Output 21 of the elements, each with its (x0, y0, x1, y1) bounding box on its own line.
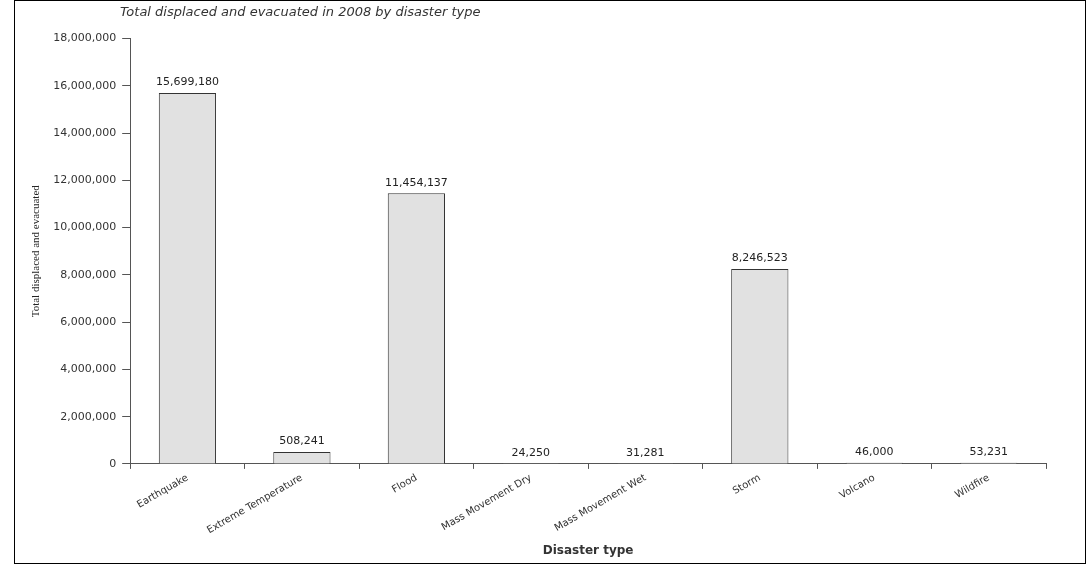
data-label: 31,281 (626, 445, 665, 459)
y-tick-label: 0 (109, 456, 117, 470)
y-tick-label: 18,000,000 (53, 31, 117, 45)
y-tick-label: 6,000,000 (60, 314, 117, 328)
y-tick-label: 12,000,000 (53, 173, 117, 187)
data-label: 11,454,137 (384, 175, 448, 189)
data-label: 24,250 (511, 445, 551, 459)
data-label: 8,246,523 (731, 251, 788, 265)
data-label: 15,699,180 (155, 75, 219, 89)
data-label: 46,000 (855, 445, 894, 459)
y-tick-label: 16,000,000 (53, 78, 117, 92)
y-tick-label: 14,000,000 (53, 125, 117, 139)
chart-title: Total displaced and evacuated in 2008 by disaster type (120, 4, 481, 19)
x-axis-title: Disaster type (542, 542, 634, 557)
y-tick-label: 8,000,000 (60, 267, 117, 281)
y-tick-label: 4,000,000 (60, 362, 117, 376)
data-label: 508,241 (279, 434, 325, 448)
data-label: 53,231 (969, 445, 1009, 458)
y-tick-label: 10,000,000 (53, 220, 117, 234)
y-axis-title: Total displaced and evacuated (29, 184, 42, 318)
y-tick-label: 2,000,000 (60, 409, 117, 423)
